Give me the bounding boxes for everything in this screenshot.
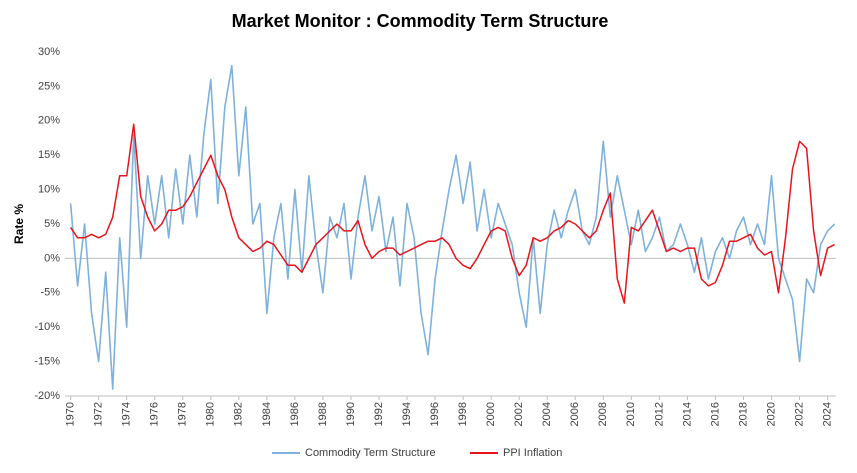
y-tick-label: 0% — [44, 252, 60, 264]
x-tick-label: 1990 — [345, 402, 357, 426]
x-tick-label: 1974 — [121, 402, 133, 426]
y-tick-label: -15% — [34, 356, 60, 368]
x-tick-label: 2008 — [597, 402, 609, 426]
x-tick-label: 2000 — [485, 402, 497, 426]
x-tick-label: 2002 — [513, 402, 525, 426]
x-tick-label: 2014 — [681, 402, 693, 426]
y-tick-label: 5% — [44, 218, 60, 230]
x-tick-label: 1994 — [401, 402, 413, 426]
y-axis-label: Rate % — [12, 204, 26, 244]
series-line — [69, 65, 836, 390]
x-tick-label: 2006 — [569, 402, 581, 426]
x-tick-label: 2010 — [625, 402, 637, 426]
y-tick-label: -10% — [34, 321, 60, 333]
x-tick-label: 1982 — [233, 402, 245, 426]
x-tick-label: 1976 — [149, 402, 161, 426]
x-tick-label: 1972 — [93, 402, 105, 426]
y-tick-label: 30% — [38, 46, 60, 58]
x-tick-label: 1980 — [205, 402, 217, 426]
x-tick-label: 2018 — [737, 402, 749, 426]
x-tick-label: 2004 — [541, 402, 553, 426]
x-tick-label: 2022 — [793, 402, 805, 426]
x-tick-label: 1986 — [289, 402, 301, 426]
series-line — [69, 123, 835, 304]
chart-title: Market Monitor : Commodity Term Structur… — [232, 11, 609, 31]
y-tick-label: 15% — [38, 149, 60, 161]
x-tick-label: 1984 — [261, 402, 273, 426]
y-tick-label: 25% — [38, 80, 60, 92]
x-tick-label: 1992 — [373, 402, 385, 426]
x-tick-label: 1978 — [177, 402, 189, 426]
y-tick-label: -20% — [34, 390, 60, 402]
x-tick-label: 2012 — [653, 402, 665, 426]
x-tick-label: 1996 — [429, 402, 441, 426]
legend-label: PPI Inflation — [503, 447, 562, 459]
y-tick-label: 20% — [38, 115, 60, 127]
legend-label: Commodity Term Structure — [305, 447, 436, 459]
x-tick-label: 1998 — [457, 402, 469, 426]
y-tick-label: 10% — [38, 184, 60, 196]
x-tick-label: 1988 — [317, 402, 329, 426]
x-tick-label: 2020 — [765, 402, 777, 426]
x-tick-label: 1970 — [65, 402, 77, 426]
x-tick-label: 2024 — [821, 402, 833, 426]
y-tick-label: -5% — [40, 287, 60, 299]
x-tick-label: 2016 — [709, 402, 721, 426]
